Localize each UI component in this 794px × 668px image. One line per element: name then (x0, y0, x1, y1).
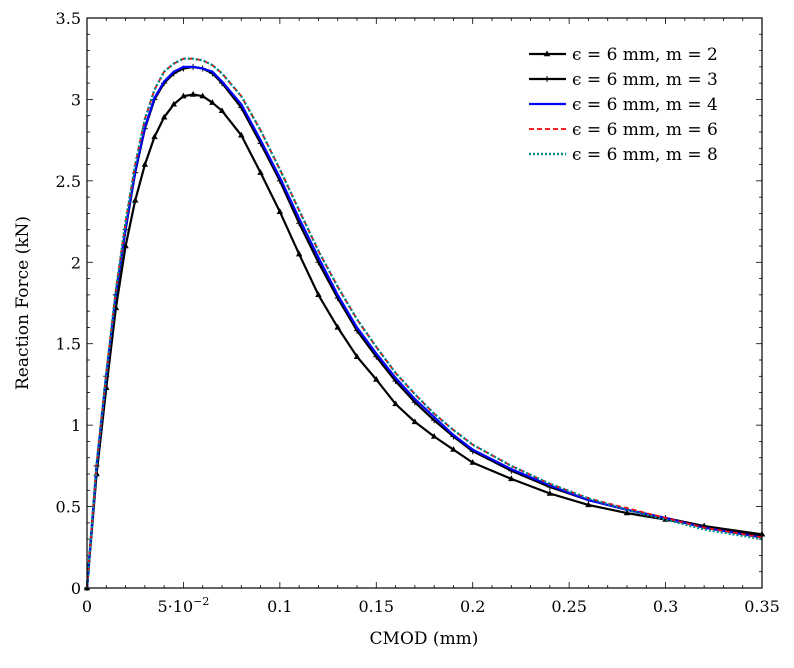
x-tick-label: 0.1 (267, 597, 292, 616)
series-3 (85, 65, 763, 589)
triangle-marker (392, 400, 399, 407)
triangle-marker (450, 446, 457, 452)
triangle-marker (141, 161, 149, 167)
plot-frame (86, 17, 763, 589)
triangle-marker (257, 169, 264, 175)
triangle-marker (546, 490, 554, 496)
triangle-marker (218, 107, 226, 114)
triangle-marker (430, 433, 438, 439)
triangle-marker (209, 99, 216, 105)
legend-entry: ϵ = 6 mm, m = 3 (529, 70, 718, 90)
x-tick-label: 0.35 (744, 597, 780, 616)
x-axis-label: CMOD (mm) (370, 629, 479, 649)
triangle-marker (180, 92, 187, 99)
triangle-marker (160, 113, 168, 120)
y-tick-label: 1.5 (56, 335, 81, 354)
y-tick-label: 0 (71, 579, 81, 598)
triangle-marker (373, 376, 380, 382)
x-tick-label: 0.25 (551, 597, 587, 616)
legend-label: ϵ = 6 mm, m = 8 (572, 145, 718, 165)
series-line (85, 93, 763, 589)
series-5 (85, 57, 763, 589)
legend-label: ϵ = 6 mm, m = 4 (572, 95, 718, 115)
x-tick-label: 0 (82, 597, 92, 616)
x-tick-label: 0.3 (653, 597, 678, 616)
triangle-marker (276, 208, 284, 214)
triangle-marker (189, 91, 197, 97)
triangle-marker (411, 418, 419, 425)
legend-label: ϵ = 6 mm, m = 3 (572, 70, 718, 90)
y-tick-label: 0.5 (56, 498, 81, 517)
x-tick-exponent: −2 (193, 595, 209, 608)
legend-entry: ϵ = 6 mm, m = 6 (529, 120, 718, 140)
triangle-marker (543, 50, 551, 57)
x-tick-label: 0.15 (358, 597, 394, 616)
plus-marker (544, 76, 550, 82)
triangle-marker (295, 250, 303, 257)
legend-entry: ϵ = 6 mm, m = 2 (529, 45, 718, 65)
series-line (85, 65, 763, 589)
triangle-marker (353, 353, 361, 359)
series-2 (84, 63, 765, 591)
triangle-marker (469, 459, 476, 465)
series-line (85, 57, 763, 589)
legend: ϵ = 6 mm, m = 2 ϵ = 6 mm, m = 3 ϵ = 6 mm, … (529, 45, 718, 165)
triangle-marker (508, 475, 515, 482)
series-group (83, 57, 766, 591)
x-tick-label: 5·10−2 (158, 595, 210, 616)
triangle-marker (170, 100, 177, 107)
triangle-marker (151, 133, 158, 140)
y-tick-label: 3 (71, 90, 81, 109)
triangle-marker (585, 501, 592, 508)
triangle-marker (132, 196, 139, 203)
legend-label: ϵ = 6 mm, m = 6 (572, 120, 718, 140)
legend-entry: ϵ = 6 mm, m = 8 (529, 145, 718, 165)
triangle-marker (315, 291, 322, 298)
y-tick-label: 2.5 (56, 172, 81, 191)
triangle-marker (199, 92, 206, 99)
x-tick-label: 0.2 (460, 597, 485, 616)
legend-label: ϵ = 6 mm, m = 2 (572, 45, 718, 65)
y-axis-label: Reaction Force (kN) (13, 216, 33, 390)
y-tick-label: 1 (71, 416, 81, 435)
y-tick-label: 2 (71, 253, 81, 272)
series-1 (83, 91, 766, 591)
y-tick-label: 3.5 (56, 9, 81, 28)
legend-entry: ϵ = 6 mm, m = 4 (529, 95, 718, 115)
triangle-marker (334, 323, 341, 330)
triangle-marker (238, 131, 245, 138)
